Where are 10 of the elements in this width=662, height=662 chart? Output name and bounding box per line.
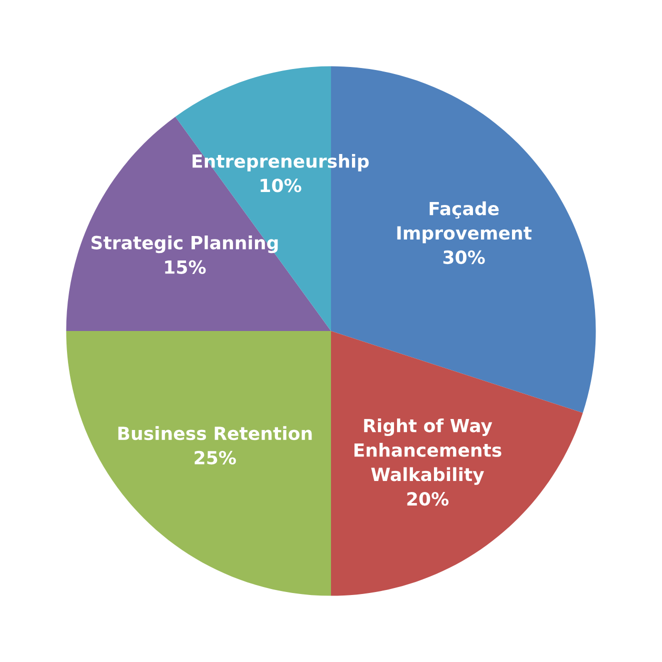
data-label: 15% [165,260,206,274]
data-label: 25% [194,450,236,464]
data-label: 10% [260,178,302,192]
slice-label: Right of Way Enhancements Walkability [354,418,502,485]
slice-label: Entrepreneurship [192,154,369,172]
slice-label: Business Retention [118,426,312,440]
slice-label: Strategic Planning [92,235,278,254]
slice-label: Façade Improvement [397,201,532,244]
data-label: 20% [407,492,449,506]
data-label: 30% [443,250,485,264]
